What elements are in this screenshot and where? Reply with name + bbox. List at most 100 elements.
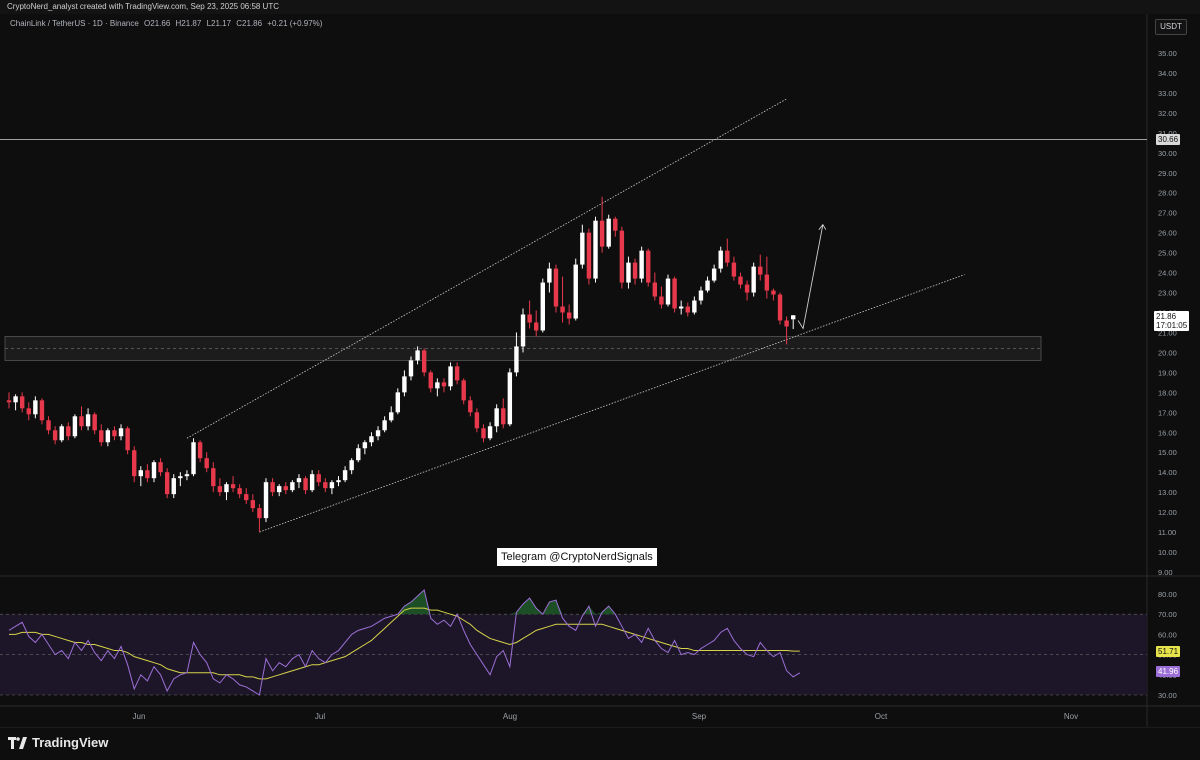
candle (764, 256, 770, 299)
candle-body (777, 294, 783, 321)
candle (52, 426, 58, 445)
candle-body (626, 262, 631, 283)
candle (507, 368, 513, 427)
price-tick-label: 21.00 (1158, 328, 1177, 337)
candle (171, 474, 176, 499)
candle-body (270, 482, 275, 493)
candle (197, 440, 203, 463)
candle-body (369, 436, 374, 443)
candle (718, 246, 723, 273)
candle (356, 444, 361, 463)
candle-body (698, 290, 704, 301)
candle-body (784, 320, 789, 327)
candle-body (39, 400, 45, 421)
candle-body (250, 500, 256, 509)
price-tick-label: 31.00 (1158, 129, 1177, 138)
candle (72, 414, 78, 439)
currency-button[interactable]: USDT (1155, 19, 1187, 35)
candle-body (540, 282, 545, 331)
candle-body (197, 442, 203, 459)
candle-body (72, 416, 78, 437)
candle (441, 378, 447, 393)
candle-body (19, 396, 25, 409)
candle-body (599, 220, 605, 247)
candle-body (158, 462, 163, 473)
candle-body (132, 450, 137, 477)
candle-body (705, 280, 710, 291)
candle (204, 452, 209, 473)
candle-body (276, 486, 282, 493)
candle (626, 256, 631, 289)
candle-body (527, 314, 532, 323)
candle-body (257, 508, 262, 519)
rsi-tick-label: 60.00 (1158, 630, 1177, 639)
candle (6, 392, 12, 409)
candle-body (145, 470, 150, 479)
price-chart[interactable]: 35.00 34.00 33.00 32.00 31.00 30.00 29.00 28.00… (0, 0, 1200, 727)
candle (263, 478, 269, 523)
candle (217, 478, 223, 497)
candle-body (263, 482, 269, 519)
candle-body (217, 486, 223, 493)
candle-body (375, 430, 381, 437)
candle-body (580, 232, 585, 265)
candle (329, 480, 335, 495)
rsi-overbought-fill (397, 589, 616, 615)
candle-body (211, 468, 216, 487)
candle (474, 408, 480, 433)
projection-arrow-head (818, 223, 827, 230)
chart-credit: CryptoNerd_analyst created with TradingV… (7, 2, 279, 11)
candle (606, 214, 611, 249)
upper-channel-trendline (186, 98, 787, 439)
price-tick-label: 33.00 (1158, 89, 1177, 98)
lower-channel-trendline (259, 274, 965, 533)
brand-name: TradingView (32, 735, 109, 750)
candle (395, 388, 401, 415)
tradingview-logo[interactable]: TradingView (8, 735, 108, 750)
candle-body (448, 366, 453, 387)
candle-body (672, 278, 677, 309)
candle (758, 254, 763, 281)
candle (276, 484, 282, 497)
candle (599, 196, 605, 253)
price-tick-label: 29.00 (1158, 169, 1177, 178)
candle (573, 258, 578, 321)
candle-body (758, 266, 763, 275)
price-tick-label: 9.00 (1158, 568, 1173, 577)
candle-body (566, 312, 572, 319)
candle (26, 402, 31, 421)
candle-body (507, 372, 513, 425)
price-tick-label: 23.00 (1158, 289, 1177, 298)
candle (738, 272, 743, 289)
candle-body (171, 478, 176, 495)
candle (408, 356, 414, 381)
candle (435, 378, 440, 397)
price-tick-label: 25.00 (1158, 249, 1177, 258)
high-value: H21.87 (175, 19, 202, 28)
candle-body (389, 412, 394, 421)
candle-body (606, 218, 611, 247)
candle (349, 458, 354, 475)
candle (66, 422, 71, 441)
price-tick-label: 10.00 (1158, 548, 1177, 557)
candle-body (125, 428, 130, 451)
candle-body (66, 426, 71, 437)
candle (784, 316, 789, 345)
candle (415, 346, 420, 365)
symbol-name[interactable]: ChainLink / TetherUS · 1D · Binance (10, 19, 139, 28)
candle (362, 440, 368, 455)
candle-body (237, 488, 242, 495)
candle-body (309, 474, 315, 491)
candle (158, 458, 163, 477)
current-price: 21.86 (1156, 312, 1177, 321)
candle-body (382, 420, 387, 431)
candle-body (547, 268, 552, 283)
candle (540, 278, 545, 333)
time-tick-label: Jul (315, 712, 325, 721)
candle (79, 406, 84, 431)
candle (105, 428, 111, 447)
candle-body (164, 472, 170, 495)
candle-body (764, 274, 770, 291)
candle-body (230, 484, 236, 489)
candle (257, 504, 262, 533)
